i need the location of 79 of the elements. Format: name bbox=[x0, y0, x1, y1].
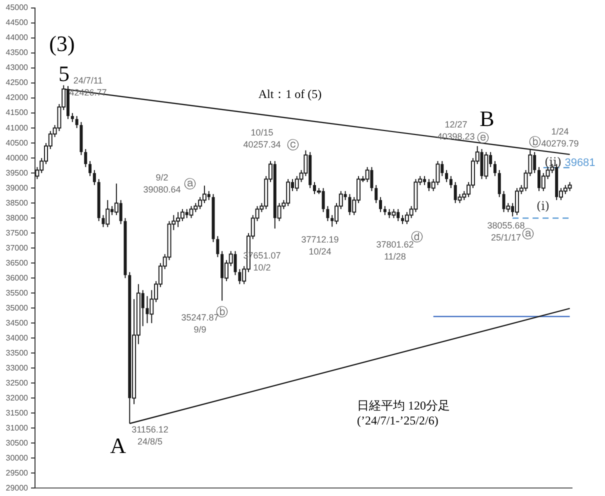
y-tick-label: 44500 bbox=[6, 18, 29, 28]
annotation: 5 bbox=[58, 60, 70, 86]
candlestick bbox=[216, 236, 220, 258]
annotation: (i) bbox=[536, 199, 550, 214]
y-tick-label: 40000 bbox=[6, 153, 29, 162]
annotation: 35247.87 9/9 bbox=[181, 312, 219, 334]
candlestick bbox=[106, 200, 110, 228]
annotation: Alt：1 of (5) bbox=[258, 87, 322, 102]
annotation: (3) bbox=[49, 30, 75, 56]
annotation: 10/15 40257.34 bbox=[243, 127, 281, 150]
y-tick-label: 35500 bbox=[6, 288, 29, 298]
y-tick-label: 31000 bbox=[6, 423, 29, 432]
candlestick bbox=[498, 170, 501, 198]
y-tick-label: 31500 bbox=[6, 408, 29, 418]
annotation: 31156.12 24/8/5 bbox=[132, 424, 168, 446]
candlestick bbox=[70, 112, 74, 123]
annotation: ⓔ bbox=[477, 131, 489, 146]
annotation: 9/2 39080.64 bbox=[143, 172, 181, 194]
candlestick bbox=[75, 116, 78, 129]
annotation: ⓐ bbox=[184, 177, 196, 192]
candlestick bbox=[92, 170, 96, 186]
annotation: 39681 bbox=[564, 157, 596, 170]
y-tick-label: 39500 bbox=[6, 168, 29, 178]
y-tick-label: 34500 bbox=[6, 318, 29, 328]
y-tick-label: 33000 bbox=[6, 363, 29, 372]
y-tick-label: 43000 bbox=[6, 63, 29, 72]
y-tick-label: 45000 bbox=[6, 3, 29, 12]
y-tick-label: 29000 bbox=[6, 483, 29, 492]
candlestick bbox=[379, 196, 382, 213]
y-tick-label: 38000 bbox=[6, 213, 29, 222]
y-tick-label: 41500 bbox=[6, 108, 29, 118]
y-tick-label: 30500 bbox=[6, 438, 29, 448]
candlestick bbox=[88, 160, 92, 177]
y-tick-label: 37000 bbox=[6, 243, 29, 252]
y-tick-label: 36500 bbox=[6, 258, 29, 268]
candlestick bbox=[374, 184, 378, 204]
y-tick-label: 42000 bbox=[6, 93, 29, 102]
candlestick bbox=[383, 206, 386, 216]
candlestick bbox=[189, 206, 194, 219]
y-tick-label: 43500 bbox=[6, 48, 29, 58]
candlestick bbox=[568, 182, 572, 192]
y-tick-label: 38500 bbox=[6, 198, 29, 208]
annotation: 12/27 40398.23 bbox=[437, 119, 475, 142]
candlestick bbox=[484, 152, 488, 180]
candlestick bbox=[326, 206, 330, 222]
candlestick bbox=[202, 185, 206, 204]
annotation: ⓑ bbox=[529, 135, 541, 150]
y-tick-label: 40500 bbox=[6, 138, 29, 148]
annotation: 37801.62 11/28 bbox=[376, 239, 414, 262]
annotation: B bbox=[480, 106, 494, 131]
annotation: (ii) bbox=[544, 155, 562, 170]
candlestick bbox=[436, 160, 440, 186]
y-tick-label: 29500 bbox=[6, 468, 29, 478]
candlestick bbox=[84, 148, 88, 168]
y-tick-label: 32500 bbox=[6, 378, 29, 388]
candlestick bbox=[392, 208, 396, 219]
y-tick-label: 35000 bbox=[6, 303, 29, 312]
y-tick-label: 30000 bbox=[6, 453, 29, 462]
y-tick-label: 34000 bbox=[6, 333, 29, 342]
candlestick bbox=[180, 208, 184, 222]
annotation: 37712.19 10/24 bbox=[301, 234, 339, 256]
annotation: ⓓ bbox=[411, 230, 423, 244]
annotation: ⓒ bbox=[287, 138, 299, 152]
y-tick-label: 41000 bbox=[6, 123, 29, 132]
candlestick bbox=[493, 160, 496, 177]
y-tick-label: 33500 bbox=[6, 348, 29, 358]
annotation: A bbox=[110, 432, 126, 458]
y-tick-label: 39000 bbox=[6, 183, 29, 192]
annotation: ⓐ bbox=[522, 227, 534, 242]
y-tick-label: 37500 bbox=[6, 228, 29, 238]
y-tick-label: 44000 bbox=[6, 33, 29, 42]
candlestick bbox=[449, 176, 452, 189]
annotation: ⓑ bbox=[216, 305, 228, 320]
y-tick-label: 32000 bbox=[6, 393, 29, 402]
y-tick-label: 36000 bbox=[6, 273, 29, 282]
candlestick bbox=[445, 170, 448, 183]
text: 日経平均 120分足 (’24/7/1-’25/2/6) bbox=[357, 398, 450, 428]
y-tick-label: 42500 bbox=[6, 78, 29, 88]
annotation: 1/24 40279.79 bbox=[541, 126, 579, 148]
